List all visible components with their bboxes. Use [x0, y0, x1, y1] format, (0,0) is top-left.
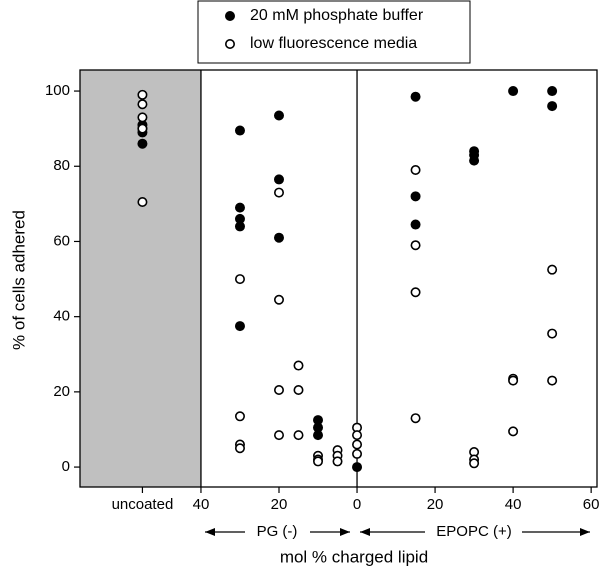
point — [234, 274, 245, 285]
x-tick-label: 40 — [505, 496, 522, 513]
point — [410, 287, 421, 298]
plot-frame — [79, 69, 598, 488]
point — [137, 123, 148, 134]
pg-arrow: PG (-) — [205, 523, 350, 540]
point — [273, 384, 284, 395]
point — [352, 430, 363, 441]
point — [137, 99, 148, 110]
point — [293, 360, 304, 371]
point — [410, 240, 421, 251]
x-tick-label: 20 — [271, 496, 288, 513]
point — [410, 219, 421, 230]
point — [547, 101, 558, 112]
x-tick-label: 40 — [193, 496, 210, 513]
point — [469, 155, 480, 166]
x-tick-label: uncoated — [112, 496, 174, 513]
point — [410, 191, 421, 202]
y-tick-label: 40 — [53, 308, 70, 325]
point — [273, 174, 284, 185]
legend-label: 20 mM phosphate buffer — [250, 7, 424, 24]
point — [234, 443, 245, 454]
y-tick-label: 60 — [53, 232, 70, 249]
plot-area: 0 20 40 60 80 100 uncoated 40 20 0 20 40 60 — [45, 69, 600, 513]
point — [547, 328, 558, 339]
y-axis-label: % of cells adhered — [9, 210, 28, 350]
point — [293, 384, 304, 395]
point — [137, 196, 148, 207]
point — [508, 375, 519, 386]
legend: 20 mM phosphate buffer low fluorescence m… — [225, 7, 424, 52]
y-tick-label: 80 — [53, 157, 70, 174]
point — [547, 375, 558, 386]
point — [508, 86, 519, 97]
point — [352, 439, 363, 450]
x-tick-label: 60 — [583, 496, 600, 513]
point — [352, 448, 363, 459]
point — [273, 294, 284, 305]
point — [273, 430, 284, 441]
point — [313, 430, 324, 441]
y-tick-label: 20 — [53, 383, 70, 400]
annotation: PG (-) — [257, 523, 298, 540]
x-tick-label: 20 — [427, 496, 444, 513]
point — [352, 462, 363, 473]
epopc-arrow: EPOPC (+) — [360, 523, 590, 540]
point — [137, 89, 148, 100]
point — [137, 138, 148, 149]
point — [508, 426, 519, 437]
annotation: EPOPC (+) — [436, 523, 511, 540]
y-tick-label: 100 — [45, 82, 70, 99]
point — [234, 321, 245, 332]
x-tick-label: 0 — [353, 496, 361, 513]
point — [410, 91, 421, 102]
point — [273, 232, 284, 243]
point — [273, 187, 284, 198]
legend-label: low fluorescence media — [250, 35, 417, 52]
point — [410, 165, 421, 176]
point — [137, 112, 148, 123]
point — [234, 221, 245, 232]
point — [234, 202, 245, 213]
point — [273, 110, 284, 121]
point — [313, 456, 324, 467]
point — [234, 125, 245, 136]
point — [547, 86, 558, 97]
point — [332, 456, 343, 467]
point — [469, 458, 480, 469]
point — [410, 413, 421, 424]
point — [293, 430, 304, 441]
legend-marker — [225, 38, 236, 49]
x-axis-label: mol % charged lipid — [280, 547, 428, 566]
legend-box — [197, 0, 471, 64]
point — [547, 264, 558, 275]
point — [234, 411, 245, 422]
y-tick-label: 0 — [62, 458, 70, 475]
legend-marker — [225, 11, 236, 21]
